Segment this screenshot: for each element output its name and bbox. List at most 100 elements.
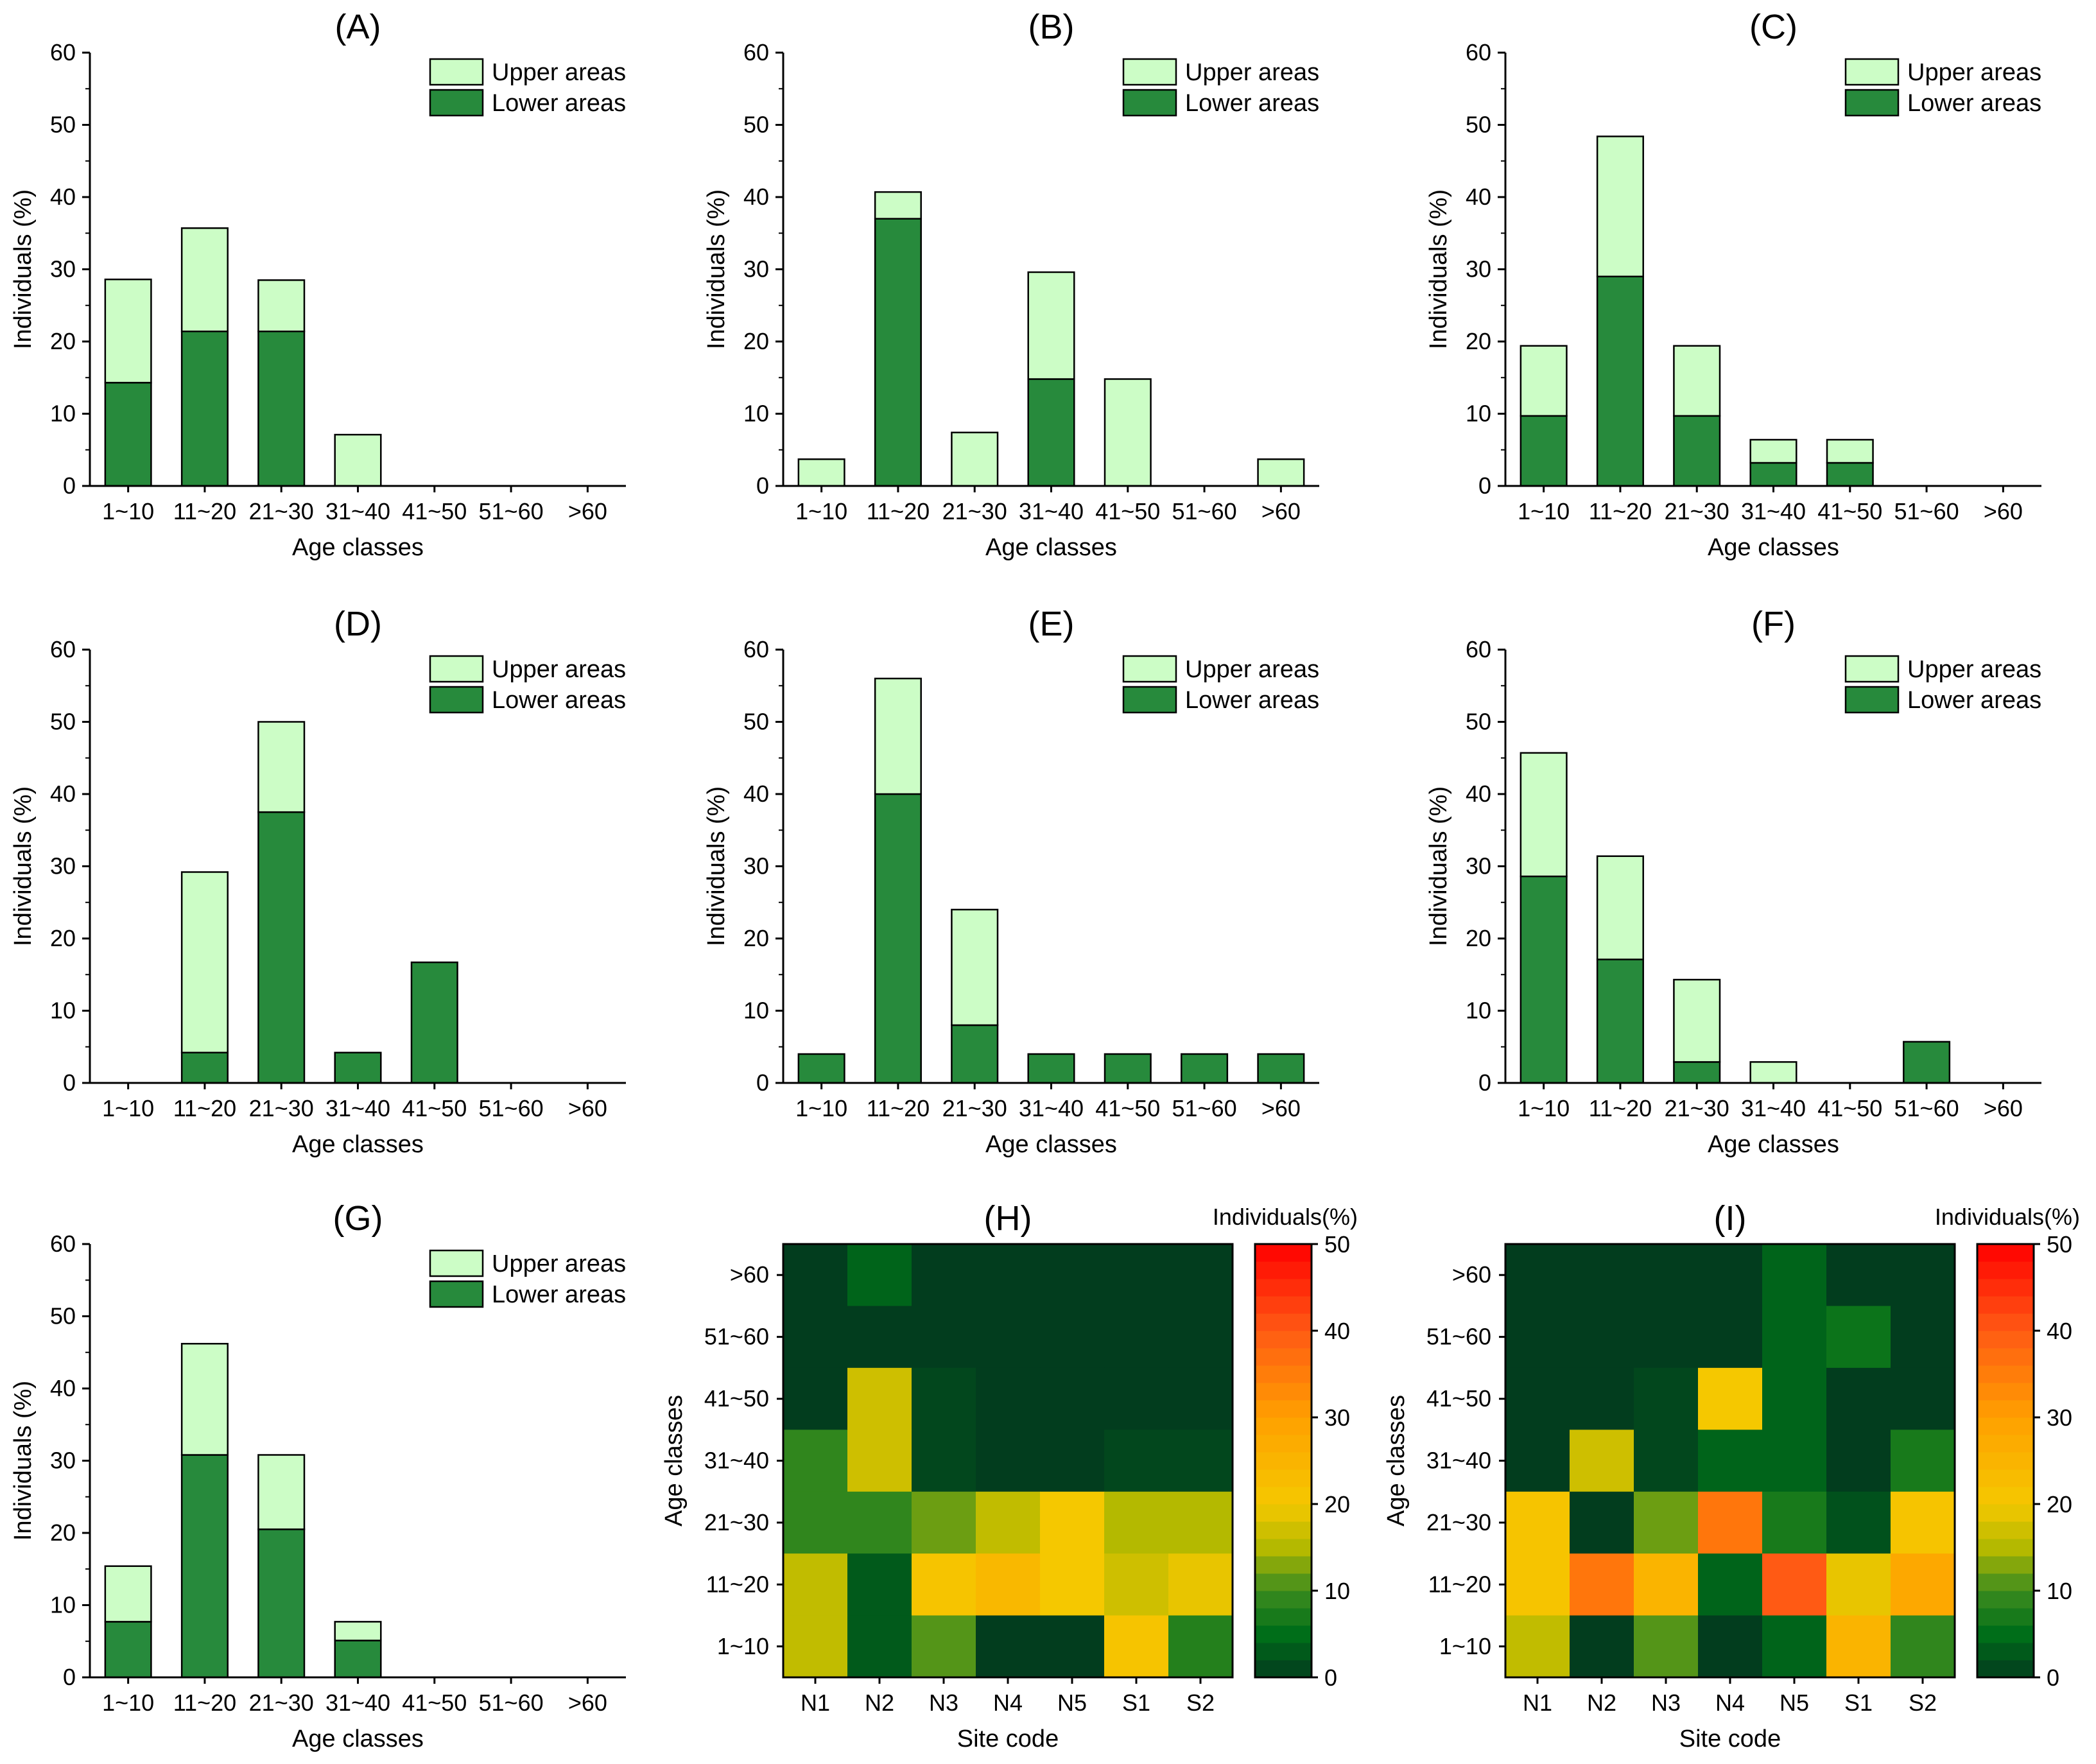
heatmap-cell [1040,1244,1105,1306]
x-axis-label: Age classes [1708,534,1839,561]
colorbar-tick-label: 50 [1324,1231,1350,1258]
bar-lower-areas [797,1053,845,1084]
y-tick-label: 50 [1466,709,1491,735]
colorbar-segment [1977,1504,2034,1522]
heatmap-cell [1505,1306,1570,1369]
y-axis-label: Individuals (%) [10,786,37,946]
heatmap-cell [1570,1491,1634,1554]
x-tick-label: 21~30 [1665,1095,1729,1121]
colorbar-segment [1255,1296,1312,1314]
x-tick-label: N4 [1715,1690,1745,1716]
y-tick-label: 20 [1466,328,1491,354]
legend-swatch-upper [1122,655,1177,683]
bar-upper-areas [1104,378,1152,487]
bar-lower-areas [1749,462,1797,487]
x-tick-label: N4 [993,1690,1023,1716]
heatmap-cell [1168,1491,1233,1554]
y-tick-label: 60 [743,636,769,662]
x-tick-label: >60 [1261,498,1301,524]
heatmap-cell [1891,1615,1955,1678]
legend-label-upper: Upper areas [492,59,626,86]
colorbar-segment [1977,1400,2034,1418]
heatmap-cell [1826,1553,1891,1616]
y-tick-label: 51~60 [704,1324,769,1350]
y-tick-label: 10 [1466,401,1491,427]
y-tick-label: 0 [63,1069,76,1096]
bar-lower-areas [1027,1053,1075,1084]
y-tick-label: 10 [50,998,76,1024]
colorbar-tick-label: 0 [2047,1665,2059,1691]
heatmap-cell [783,1430,848,1492]
heatmap-cell [1698,1430,1763,1492]
bar-upper-areas [180,227,229,333]
x-tick-label: N3 [929,1690,958,1716]
bar-upper-areas [1027,271,1075,380]
heatmap-cell [783,1367,848,1430]
heatmap-cell [912,1615,976,1678]
bar-upper-areas [1520,345,1568,417]
bar-lower-areas [257,331,306,487]
heatmap-cell [1826,1306,1891,1369]
heatmap-cell [976,1244,1041,1306]
colorbar-segment [1255,1279,1312,1297]
y-axis-label: Individuals (%) [1425,786,1452,946]
x-tick-label: N5 [1057,1690,1087,1716]
bar-panel-a: (A) 0 10 20 30 40 50 60 1~10 11~20 21~30 31~40 41~50… [10,8,626,561]
heatmap-cell [847,1615,912,1678]
y-tick-label: 40 [1466,184,1491,210]
x-tick-label: >60 [1261,1095,1301,1121]
bar-lower-areas [874,793,922,1084]
panel-title: (C) [1749,8,1797,46]
heatmap-cell [1570,1367,1634,1430]
y-tick-label: 50 [743,112,769,138]
heatmap-cell [1698,1553,1763,1616]
x-tick-label: S2 [1909,1690,1937,1716]
colorbar-segment [1255,1487,1312,1505]
colorbar-frame [1976,1243,2035,1679]
x-tick-label: 51~60 [479,1690,544,1716]
y-tick-label: 30 [50,853,76,879]
heatmap-cell [1762,1244,1827,1306]
heatmap-cell [1891,1430,1955,1492]
bar-upper-areas [1673,345,1721,417]
y-tick-label: 0 [1478,472,1491,499]
bar-upper-areas [1673,978,1721,1063]
heatmap-cell [1891,1367,1955,1430]
x-tick-label: 51~60 [1172,1095,1237,1121]
bar-lower-areas [334,1639,382,1679]
y-tick-label: 50 [50,1303,76,1329]
bar-upper-areas [797,458,845,487]
y-tick-label: 21~30 [704,1509,769,1535]
y-tick-label: 60 [50,1231,76,1257]
colorbar-segment [1977,1556,2034,1574]
y-tick-label: 0 [63,1664,76,1690]
y-tick-label: 60 [743,39,769,65]
legend-swatch-lower [429,686,484,714]
colorbar-segment [1255,1313,1312,1331]
bar-upper-areas [1596,855,1644,960]
legend-swatch-lower [1122,89,1177,117]
x-tick-label: 51~60 [1172,498,1237,524]
heatmap-cell [1505,1553,1570,1616]
x-tick-label: 21~30 [942,1095,1007,1121]
legend-label-lower: Lower areas [1185,90,1319,117]
y-tick-label: 10 [743,401,769,427]
legend-swatch-lower [1122,686,1177,714]
heatmap-cell [1040,1306,1105,1369]
bar-lower-areas [1181,1053,1229,1084]
colorbar-tick-label: 20 [2047,1491,2072,1518]
colorbar-segment [1255,1244,1312,1262]
bar-lower-areas [180,331,229,487]
y-tick-label: 40 [50,781,76,807]
colorbar-segment [1977,1591,2034,1609]
panel-title: (G) [333,1199,383,1238]
colorbar-segment [1255,1573,1312,1591]
heatmap-cell [1698,1244,1763,1306]
bar-upper-areas [1596,135,1644,277]
x-tick-label: 11~20 [867,498,930,524]
x-tick-label: 31~40 [1741,1095,1806,1121]
y-tick-label: 60 [1466,39,1491,65]
legend-label-lower: Lower areas [1907,90,2041,117]
heatmap-cell [1040,1491,1105,1554]
colorbar-label: Individuals(%) [1935,1204,2080,1230]
